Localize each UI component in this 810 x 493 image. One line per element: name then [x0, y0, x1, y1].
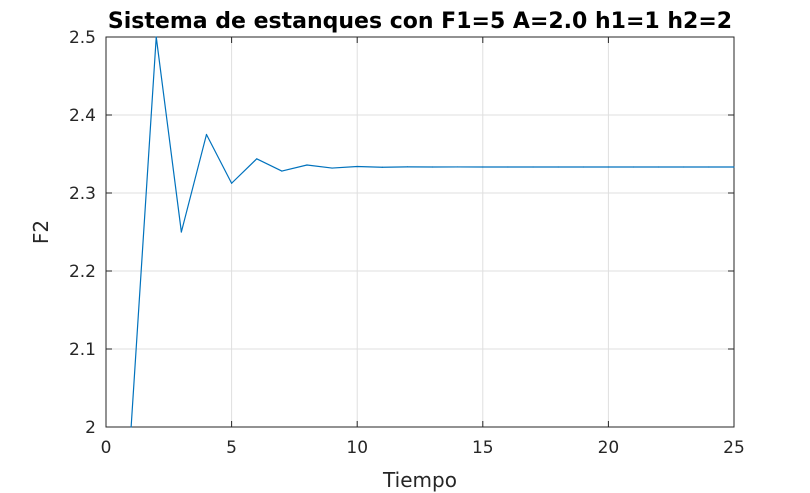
data-point: [180, 231, 182, 233]
data-point: [381, 166, 383, 168]
x-tick-label: 25: [723, 438, 745, 458]
y-tick-label: 2.2: [69, 262, 96, 282]
data-point: [155, 36, 157, 38]
data-point: [406, 166, 409, 168]
y-axis-label: F2: [29, 220, 53, 244]
data-point: [733, 166, 735, 168]
data-point: [205, 133, 208, 136]
data-point: [557, 166, 559, 168]
y-tick-label: 2.5: [69, 28, 96, 48]
data-point: [507, 166, 509, 168]
y-tick-label: 2.3: [69, 184, 96, 204]
y-tick-label: 2.4: [69, 106, 96, 126]
x-tick-label: 5: [226, 438, 237, 458]
x-tick-label: 0: [101, 438, 112, 458]
tick-labels: 0 5 10 15 20 25 2 2.1 2.2 2.3 2.4 2.5: [69, 28, 745, 458]
data-point: [607, 166, 610, 168]
series-line: [130, 36, 734, 428]
data-point: [708, 166, 710, 168]
chart-title: Sistema de estanques con F1=5 A=2.0 h1=1…: [108, 9, 732, 34]
data-point: [582, 166, 584, 168]
data-point: [431, 166, 434, 168]
data-point: [331, 167, 333, 169]
x-tick-label: 20: [598, 438, 620, 458]
data-point: [683, 166, 685, 168]
data-point: [632, 166, 635, 168]
data-point: [482, 166, 484, 168]
data-point: [306, 164, 308, 166]
grid: [105, 36, 735, 428]
plot-area: [105, 36, 735, 428]
x-tick-label: 10: [346, 438, 368, 458]
data-point: [256, 158, 258, 160]
series-layer: [130, 36, 735, 428]
y-tick-label: 2.1: [69, 340, 96, 360]
data-point: [130, 426, 132, 428]
x-axis-label: Tiempo: [382, 468, 457, 492]
data-point: [658, 166, 660, 168]
x-tick-label: 15: [472, 438, 494, 458]
data-point: [457, 166, 459, 168]
data-point: [231, 182, 233, 184]
y-tick-label: 2: [85, 418, 96, 438]
data-point: [281, 170, 283, 172]
data-point: [356, 165, 358, 168]
tick-marks: [105, 36, 735, 428]
data-point: [532, 166, 534, 168]
